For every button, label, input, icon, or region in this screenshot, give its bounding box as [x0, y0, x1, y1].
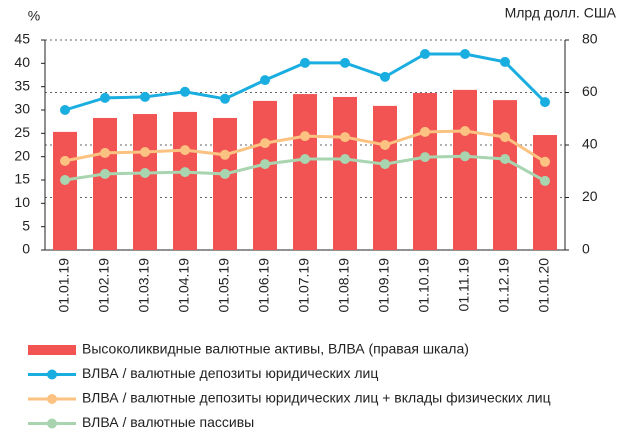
y-tick-label: 20 [14, 147, 30, 163]
marker [380, 159, 390, 170]
y2-axis-label: Млрд долл. США [505, 5, 617, 21]
marker [100, 147, 110, 158]
legend-label: ВЛВА / валютные депозиты юридических лиц… [82, 390, 551, 406]
legend-marker [47, 394, 57, 404]
y2-tick-label: 80 [582, 31, 598, 47]
bar [533, 135, 557, 250]
legend-swatch [28, 345, 76, 355]
marker [220, 93, 230, 104]
legend-marker [47, 369, 57, 380]
marker [60, 105, 70, 115]
marker [220, 149, 230, 160]
marker [300, 131, 310, 142]
y-tick-label: 15 [14, 171, 30, 187]
legend-label: Высоколиквидные валютные активы, ВЛВА (п… [82, 341, 469, 357]
marker [540, 175, 550, 186]
marker [140, 91, 150, 102]
marker [460, 126, 470, 136]
y-tick-label: 40 [14, 54, 30, 70]
marker [500, 132, 510, 143]
marker [60, 155, 70, 166]
x-tick-label: 01.08.19 [336, 258, 352, 313]
marker [420, 49, 430, 59]
marker [540, 156, 550, 167]
bar [453, 89, 477, 250]
marker [260, 75, 270, 86]
legend-label: ВЛВА / валютные депозиты юридических лиц [82, 365, 378, 381]
bar [53, 131, 77, 250]
marker [380, 140, 390, 150]
marker [140, 168, 150, 178]
legend-marker [47, 418, 57, 429]
marker [300, 57, 310, 68]
marker [340, 57, 350, 68]
marker [420, 152, 430, 163]
bar [213, 117, 237, 251]
x-tick-label: 01.11.19 [456, 258, 472, 312]
x-tick-label: 01.01.19 [56, 258, 72, 313]
marker [260, 159, 270, 170]
y-tick-label: 35 [14, 77, 30, 93]
marker [340, 132, 350, 143]
marker [140, 147, 150, 157]
x-tick-label: 01.01.20 [536, 258, 552, 313]
marker [420, 126, 430, 137]
marker [300, 154, 310, 164]
y-tick-label: 30 [14, 101, 30, 117]
y-tick-label: 0 [22, 241, 30, 257]
marker [500, 154, 510, 164]
x-tick-label: 01.12.19 [496, 258, 512, 313]
bar [133, 114, 157, 251]
y2-tick-label: 40 [582, 136, 598, 152]
y2-tick-label: 60 [582, 83, 598, 99]
marker [180, 86, 190, 97]
x-tick-label: 01.05.19 [216, 258, 232, 313]
x-tick-label: 01.10.19 [416, 258, 432, 313]
marker [220, 168, 230, 179]
marker [460, 151, 470, 162]
bar [333, 96, 357, 251]
y2-tick-label: 20 [582, 188, 598, 204]
marker [180, 167, 190, 178]
marker [100, 92, 110, 103]
marker [460, 49, 470, 59]
marker [540, 97, 550, 108]
bar [293, 94, 317, 250]
y-tick-label: 5 [22, 217, 30, 233]
bar [493, 100, 517, 250]
x-tick-label: 01.03.19 [136, 258, 152, 313]
y-tick-label: 10 [14, 194, 30, 210]
y2-tick-label: 0 [582, 241, 590, 257]
bar [253, 100, 277, 251]
x-tick-label: 01.02.19 [96, 258, 112, 313]
marker [180, 145, 190, 156]
legend-label: ВЛВА / валютные пассивы [82, 414, 254, 430]
x-tick-label: 01.04.19 [176, 258, 192, 313]
y-tick-label: 45 [14, 31, 30, 47]
x-tick-label: 01.09.19 [376, 258, 392, 313]
marker [380, 71, 390, 82]
marker [260, 138, 270, 149]
y-tick-label: 25 [14, 124, 30, 140]
marker [100, 168, 110, 179]
x-tick-label: 01.07.19 [296, 258, 312, 313]
bar [413, 93, 437, 251]
bar [173, 111, 197, 250]
marker [340, 154, 350, 164]
marker [500, 56, 510, 67]
marker [60, 175, 70, 185]
x-tick-label: 01.06.19 [256, 258, 272, 313]
bar [93, 117, 117, 251]
y-axis-label: % [28, 8, 40, 24]
bar [373, 105, 397, 250]
